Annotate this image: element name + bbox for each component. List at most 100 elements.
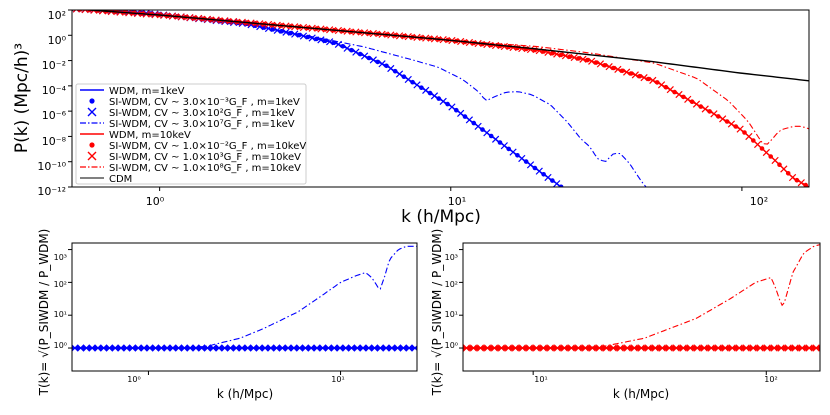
top-marker-x	[780, 165, 788, 173]
br-marker-x	[714, 344, 722, 352]
top-marker-dot	[392, 68, 398, 74]
top-marker-x	[562, 186, 569, 187]
bl-y-axis-label: T(k)= √(P_SIWDM / P_WDM)	[37, 229, 51, 397]
bl-marker-x	[382, 344, 390, 352]
bl-marker-x	[319, 344, 327, 352]
br-marker-x	[791, 344, 799, 352]
top-marker-x	[369, 56, 377, 64]
br-ytick-label: 10³	[445, 253, 458, 262]
top-marker-x	[352, 48, 360, 56]
legend-swatch	[89, 98, 95, 104]
top-marker-dot	[462, 114, 468, 119]
top-marker-dot	[541, 172, 546, 177]
bl-xtick-label: 10¹	[331, 375, 344, 384]
br-x-ticks: 10¹ 10²	[534, 375, 777, 384]
br-marker-dot	[684, 345, 690, 351]
br-marker-dot	[719, 345, 724, 351]
top-marker-dot	[576, 56, 581, 61]
top-marker-x	[518, 44, 526, 53]
top-marker-dot	[558, 52, 564, 58]
bl-marker-x	[100, 344, 108, 352]
top-marker-x	[561, 52, 570, 60]
br-marker-x	[805, 344, 813, 352]
legend-entry: WDM, m=1keV	[80, 86, 185, 97]
top-marker-dot	[314, 36, 319, 42]
legend-label: SI-WDM, CV ~ 1.0×10⁻²G_F , m=10keV	[109, 141, 306, 152]
top-marker-dot	[523, 159, 529, 164]
bl-marker-x	[353, 344, 361, 352]
br-marker-dot	[796, 345, 801, 351]
br-marker-x	[630, 344, 638, 352]
top-marker-x	[692, 100, 701, 108]
top-marker-x	[273, 26, 281, 35]
top-marker-dot	[454, 107, 459, 113]
top-marker-x	[291, 30, 299, 38]
top-marker-x	[701, 105, 709, 113]
top-marker-x	[614, 65, 622, 74]
br-marker-dot	[775, 345, 780, 351]
top-marker-dot	[672, 89, 677, 95]
top-marker-dot	[427, 90, 433, 96]
top-marker-dot	[488, 133, 494, 139]
top-marker-dot	[654, 80, 660, 85]
br-marker-dot	[803, 345, 808, 351]
bl-marker-x	[290, 344, 298, 352]
br-marker-x	[581, 344, 590, 352]
br-marker-dot	[642, 345, 648, 351]
br-marker-x	[595, 344, 603, 352]
legend-label: SI-WDM, CV ~ 1.0×10⁸G_F , m=10keV	[109, 163, 301, 174]
br-marker-x	[483, 344, 492, 352]
br-marker-x	[749, 344, 757, 352]
bl-marker-x	[330, 344, 338, 352]
br-marker-x	[469, 344, 478, 352]
top-ytick-label: 10⁰	[48, 34, 67, 47]
br-marker-dot	[691, 345, 697, 351]
top-marker-x	[378, 60, 386, 68]
top-marker-x	[500, 42, 508, 51]
top-marker-x	[753, 140, 762, 149]
top-marker-x	[387, 64, 395, 73]
top-marker-x	[509, 148, 517, 156]
bl-marker-x	[376, 344, 384, 352]
bl-marker-x	[249, 344, 258, 352]
top-marker-x	[631, 71, 639, 79]
top-marker-x	[675, 90, 683, 99]
br-marker-x	[651, 344, 659, 352]
top-marker-x	[448, 103, 456, 111]
top-marker-x	[771, 156, 779, 165]
top-marker-x	[518, 154, 526, 163]
br-plot-area	[463, 244, 820, 352]
br-marker-x	[679, 344, 687, 352]
top-marker-x	[666, 86, 674, 94]
br-marker-dot	[712, 345, 718, 351]
legend-entry: WDM, m=10keV	[80, 130, 191, 141]
bl-y-ticks: 10⁰ 10¹ 10² 10³	[54, 253, 67, 350]
top-marker-dot	[497, 140, 503, 145]
top-marker-x	[282, 28, 290, 36]
legend-entry: SI-WDM, CV ~ 3.0×10²G_F , m=1keV	[87, 107, 295, 119]
top-marker-x	[719, 115, 727, 123]
br-marker-x	[700, 344, 708, 352]
top-marker-dot	[550, 50, 555, 56]
bl-marker-x	[313, 344, 321, 352]
top-ytick-label: 10⁻¹²	[37, 185, 66, 198]
bl-marker-x	[278, 344, 286, 352]
top-plot-area	[72, 10, 809, 187]
top-marker-x	[727, 120, 736, 128]
top-marker-x	[72, 10, 80, 13]
br-marker-x	[616, 344, 624, 352]
top-marker-dot	[506, 146, 512, 152]
br-marker-dot	[509, 345, 515, 351]
top-marker-x	[483, 129, 491, 137]
top-marker-x	[745, 132, 753, 141]
bl-marker-x	[365, 344, 373, 352]
bl-marker-x	[128, 344, 137, 352]
top-marker-x	[579, 55, 587, 63]
br-marker-dot	[747, 345, 752, 351]
top-axes-frame	[71, 9, 810, 188]
bl-ytick-label: 10³	[54, 253, 67, 262]
br-marker-x	[672, 344, 680, 352]
br-marker-x	[728, 344, 736, 352]
top-marker-dot	[419, 85, 424, 90]
bl-marker-x	[117, 344, 125, 352]
